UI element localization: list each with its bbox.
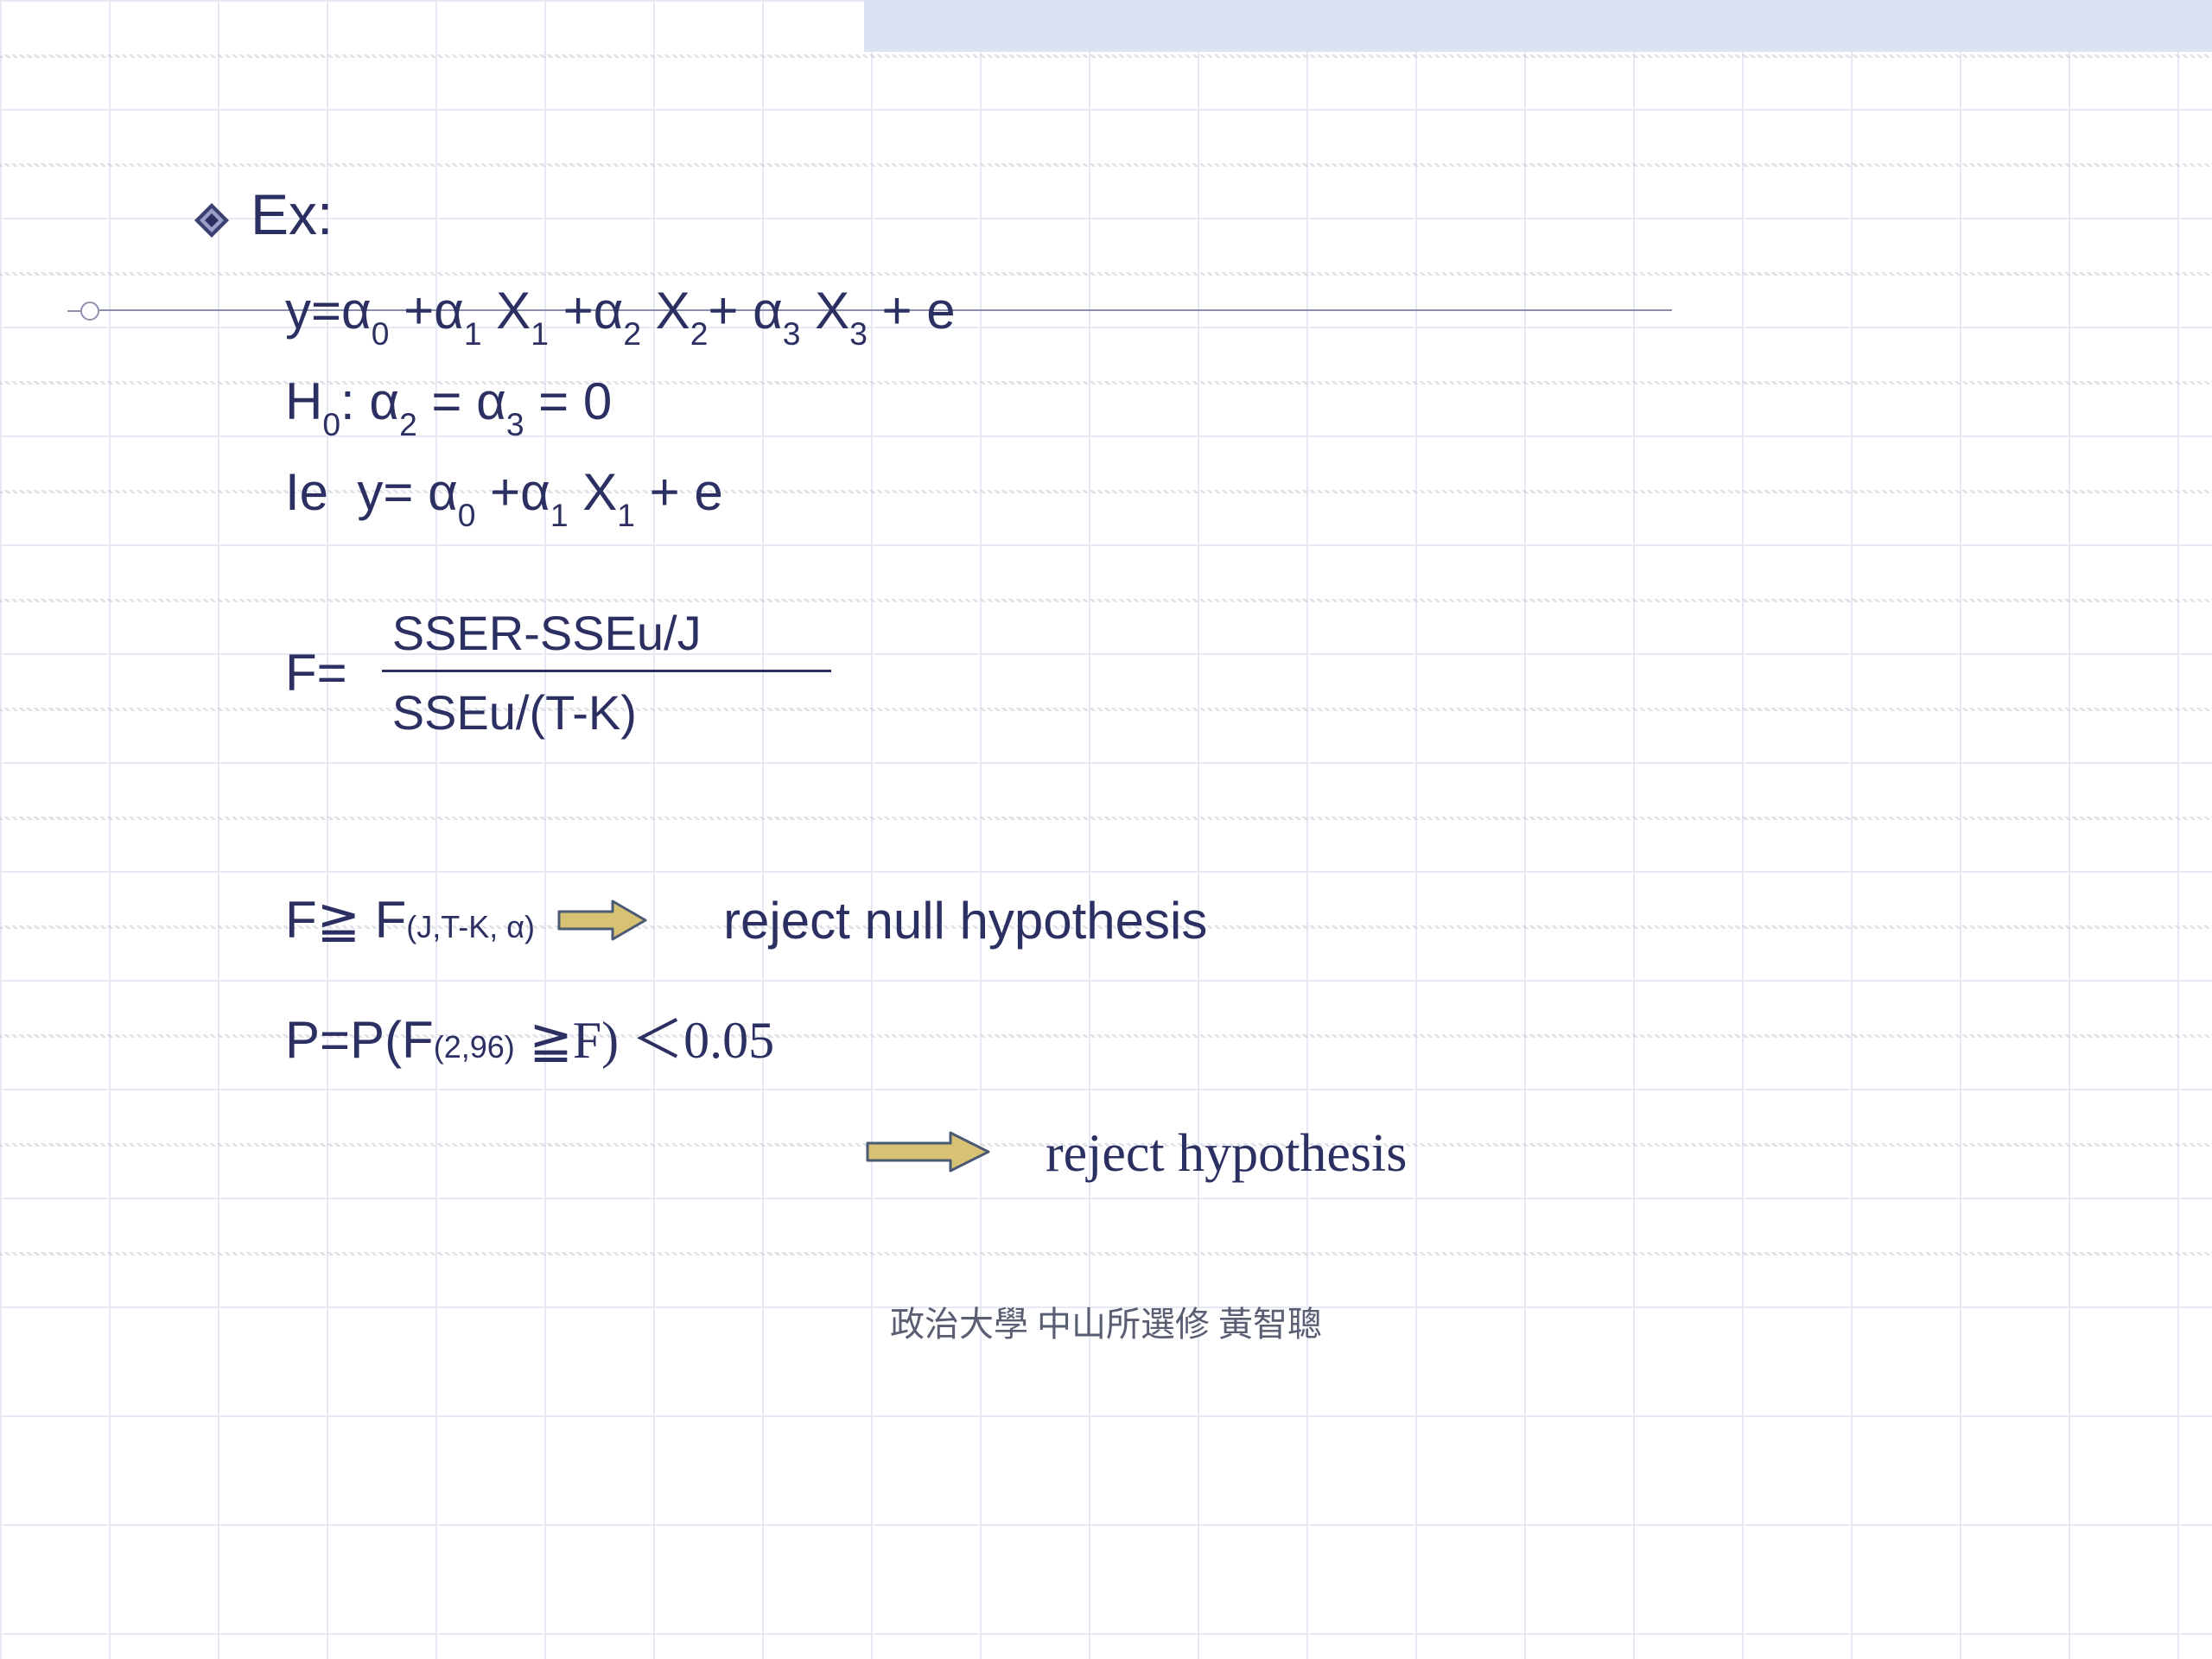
equation-null-hypothesis: H0: α2 = α3 = 0 — [285, 372, 612, 438]
f-compare-line: F≧ F(J,T-K, α) reject null hypothesis — [285, 890, 1207, 950]
arrow-right-icon — [864, 1128, 994, 1180]
f-compare-text: F≧ F(J,T-K, α) — [285, 890, 535, 950]
f-statistic-block: F= SSER-SSEu/J SSEu/(T-K) — [285, 605, 831, 741]
footer-text: 政治大學 中山所選修 黃智聰 — [0, 1296, 2212, 1346]
reject-null-text: reject null hypothesis — [723, 891, 1207, 950]
reject-hypothesis-text: reject hypothesis — [1046, 1123, 1407, 1185]
equation-restricted: Ie y= α0 +α1 X1 + e — [285, 462, 723, 529]
equation-model: y=α0 +α1 X1 +α2 X2+ α3 X3 + e — [285, 281, 956, 347]
p-value-line: P=P(F(2,96) ≧F) ＜0.05 — [285, 998, 774, 1073]
example-label: Ex: — [251, 181, 333, 247]
f-denominator: SSEu/(T-K) — [382, 672, 647, 741]
notebook-hole-icon — [67, 294, 102, 328]
f-equals-label: F= — [285, 643, 347, 702]
f-numerator: SSER-SSEu/J — [382, 605, 712, 670]
f-fraction: SSER-SSEu/J SSEu/(T-K) — [382, 605, 831, 741]
arrow-right-icon — [556, 896, 651, 944]
diamond-bullet-icon — [194, 203, 229, 238]
slide-content: Ex: y=α0 +α1 X1 +α2 X2+ α3 X3 + e H0: α2… — [0, 0, 2212, 1659]
